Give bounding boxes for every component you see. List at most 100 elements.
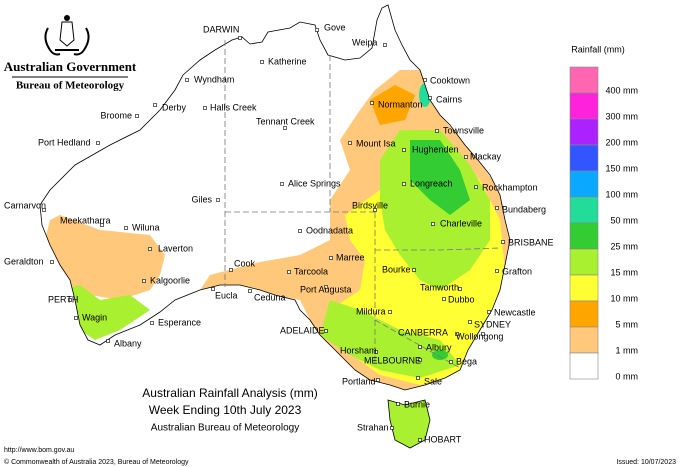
caption-agency: Australian Bureau of Meteorology [151,423,299,434]
place-marker [148,247,152,251]
place-marker [431,222,435,226]
place-marker [280,182,284,186]
place-marker [388,310,392,314]
place-label: Burnie [404,399,430,409]
place-marker [396,402,400,406]
place-label: Meekatharra [60,215,111,225]
place-label: BRISBANE [508,237,554,247]
place-label: SYDNEY [474,319,511,329]
place-marker [373,208,377,212]
place-label: MELBOURNE [364,355,421,365]
place-marker [135,114,139,118]
caption-week: Week Ending 10th July 2023 [149,403,302,417]
place-label: Tennant Creek [256,116,315,126]
place-label: Longreach [410,178,453,188]
place-marker [142,279,146,283]
place-label: ADELAIDE [280,325,325,335]
legend-swatch [569,248,599,276]
place-label: Townsville [443,125,484,135]
legend-label: 0 mm [616,371,639,381]
legend-label: 5 mm [616,319,639,329]
place-marker [260,60,264,64]
place-marker [383,43,387,47]
place-label: Kalgoorlie [150,275,190,285]
place-label: Eucla [215,290,238,300]
place-marker [348,141,352,145]
place-marker [449,360,453,364]
place-marker [435,129,439,133]
place-label: Marree [336,252,365,262]
place-label: DARWIN [203,24,239,34]
place-label: Horsham [340,345,377,355]
legend-swatch [569,274,599,302]
place-label: Cairns [436,94,463,104]
place-marker [501,240,505,244]
place-label: Wagin [82,312,107,322]
legend-label: 100 mm [605,189,638,199]
place-marker [402,182,406,186]
place-label: Bundaberg [502,204,546,214]
place-marker [412,268,416,272]
place-label: Geraldton [4,256,44,266]
place-marker [283,126,287,130]
footer-copyright: © Commonwealth of Australia 2023, Bureau… [4,458,189,466]
government: Australian Government [4,59,137,74]
legend-swatch [569,170,599,198]
places: DARWIN Gove Weipa Katherine Wyndham Cooktown D… [4,22,554,444]
agency: Bureau of Meteorology [16,80,125,92]
place-marker [481,332,485,336]
place-label: Bourke [382,264,411,274]
place-label: Alice Springs [288,178,341,188]
footer-url: http://www.bom.gov.au [4,447,74,454]
place-marker [418,438,422,442]
place-label: Rockhampton [482,182,538,192]
place-label: Tarcoola [294,266,328,276]
place-label: Halls Creek [210,102,257,112]
place-label: Gove [324,22,346,32]
place-marker [402,148,406,152]
place-label: Port Augusta [300,284,352,294]
legend-title: Rainfall (mm) [571,44,625,54]
place-marker [329,256,333,260]
place-marker [96,141,100,145]
place-marker [495,269,499,273]
place-marker [374,350,378,354]
place-marker [455,332,459,336]
legend-swatch [569,326,599,354]
place-label: Giles [191,194,212,204]
place-label: Normanton [378,99,423,109]
place-label: Albury [426,342,452,352]
legend-swatch [569,352,599,380]
legend: 400 mm 300 mm 200 mm 150 mm 100 mm 50 mm 25 mm… [569,66,639,381]
place-label: Strahan [357,422,389,432]
place-label: Wiluna [132,222,160,232]
place-label: Wyndham [194,74,234,84]
place-marker [50,260,54,264]
place-marker [458,287,462,291]
place-marker [390,426,394,430]
place-label: Mackay [470,151,502,161]
place-marker [324,329,328,333]
legend-label: 400 mm [605,85,638,95]
place-marker [100,223,104,227]
place-marker [106,339,110,343]
place-marker [238,36,242,40]
place-marker [203,106,207,110]
legend-swatch [569,118,599,146]
place-label: Carnarvon [4,200,46,210]
place-marker [423,78,427,82]
legend-label: 300 mm [605,111,638,121]
legend-swatch [569,300,599,328]
place-label: CANBERRA [398,327,448,337]
place-marker [324,285,328,289]
legend-label: 25 mm [610,241,638,251]
place-label: Port Hedland [38,137,91,147]
place-marker [211,287,215,291]
place-label: Cooktown [430,75,470,85]
place-marker [248,289,252,293]
legend-swatch [569,66,599,94]
place-label: Ceduna [254,292,286,302]
place-label: Katherine [268,56,307,66]
place-label: Dubbo [448,294,475,304]
